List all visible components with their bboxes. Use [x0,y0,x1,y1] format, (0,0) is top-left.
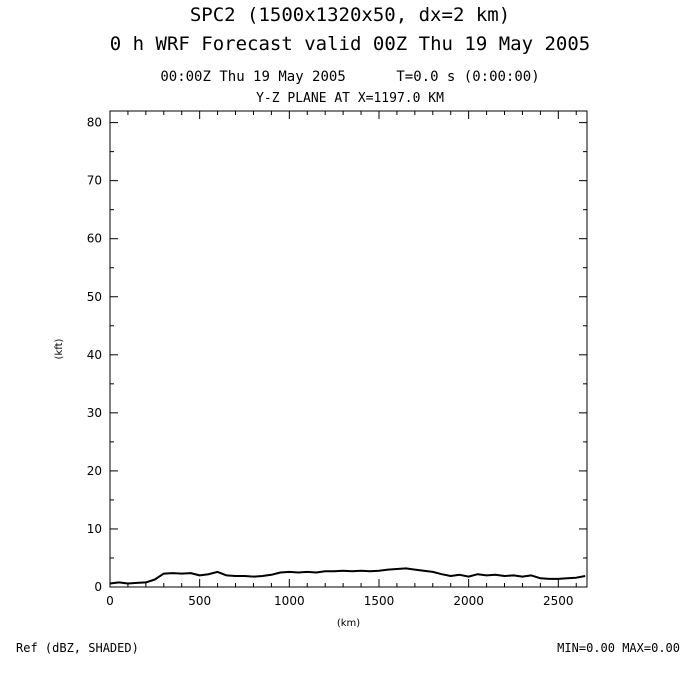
terrain-height-line [109,567,586,585]
x-tick-label: 1000 [274,594,305,608]
y-tick-label: 50 [87,290,102,304]
y-tick-label: 40 [87,348,102,362]
x-axis-label: (km) [337,618,360,629]
chart-title-line-1: SPC2 (1500x1320x50, dx=2 km) [189,4,511,26]
y-tick-label: 10 [87,522,102,536]
x-tick-label: 2000 [453,594,484,608]
y-tick-label: 20 [87,464,102,478]
y-tick-label: 60 [87,232,102,246]
y-tick-label: 70 [87,174,102,188]
y-tick-label: 0 [94,580,102,594]
x-tick-label: 500 [188,594,211,608]
y-axis-label: (kft) [54,338,65,359]
field-label: Ref (dBZ, SHADED) [16,641,139,655]
plane-label: Y-Z PLANE AT X=1197.0 KM [256,91,444,106]
valid-time-label: 00:00Z Thu 19 May 2005 T=0.0 s (0:00:00) [160,69,540,85]
plot-frame [109,110,588,588]
x-tick-label: 2500 [543,594,574,608]
y-tick-label: 30 [87,406,102,420]
min-max-label: MIN=0.00 MAX=0.00 [557,641,680,655]
x-tick-label: 0 [106,594,114,608]
x-tick-label: 1500 [364,594,395,608]
chart-title-line-2: 0 h WRF Forecast valid 00Z Thu 19 May 20… [109,33,591,55]
y-tick-label: 80 [87,116,102,130]
